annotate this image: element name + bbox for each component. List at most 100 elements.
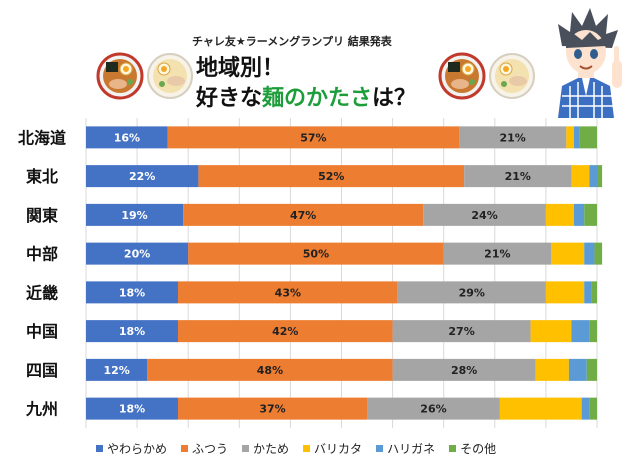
data-label: 50%: [303, 248, 329, 261]
data-label: 24%: [471, 209, 497, 222]
category-label: 中部: [26, 245, 58, 264]
category-label: 中国: [26, 322, 58, 341]
bar-segment: [589, 397, 597, 420]
legend-item: ふつう: [181, 440, 228, 456]
legend-label: やわらかめ: [107, 441, 168, 456]
bar-segment: [86, 203, 184, 226]
data-label: 29%: [459, 286, 485, 299]
category-label: 九州: [25, 400, 58, 419]
category-label: 北海道: [18, 128, 66, 147]
bar-segment: [551, 242, 585, 265]
bar-segment: [591, 281, 597, 304]
legend-label: ふつう: [192, 441, 229, 456]
data-label: 19%: [121, 209, 147, 222]
bar-segment: [183, 203, 424, 226]
bar-segment: [177, 320, 393, 343]
legend-swatch: [449, 444, 457, 452]
bar-segment: [530, 320, 572, 343]
chart-header: チャレ友★ラーメングランプリ 結果発表 地域別！ 好きな麺のかたさは？: [0, 0, 640, 118]
bar-segment: [177, 281, 398, 304]
data-label: 47%: [290, 209, 316, 222]
data-label: 43%: [275, 286, 301, 299]
data-label: 27%: [448, 325, 474, 338]
data-label: 42%: [272, 325, 298, 338]
legend-label: かため: [253, 441, 290, 456]
legend-item: かため: [242, 440, 289, 456]
mascot-character-icon: [558, 8, 622, 118]
ramen-bowl-shoyu-icon: [96, 52, 144, 100]
legend-label: その他: [460, 441, 497, 456]
data-label: 21%: [484, 248, 510, 261]
bar-segment: [545, 203, 575, 226]
bar-segment: [499, 397, 582, 420]
bar-segment: [367, 397, 500, 420]
bar-segment: [177, 397, 368, 420]
bar-segment: [198, 165, 465, 188]
data-label: 21%: [500, 131, 526, 144]
legend-item: バリカタ: [303, 440, 362, 456]
bar-segment: [397, 281, 546, 304]
category-label: 東北: [26, 167, 58, 186]
bar-segment: [581, 397, 590, 420]
data-label: 20%: [124, 248, 150, 261]
data-label: 22%: [129, 170, 155, 183]
legend-item: その他: [449, 440, 496, 456]
bar-segment: [574, 126, 580, 149]
data-label: 18%: [119, 403, 145, 416]
bar-segment: [568, 358, 587, 381]
data-label: 18%: [119, 286, 145, 299]
legend-swatch: [96, 444, 103, 452]
bar-segment: [392, 358, 536, 381]
data-label: 21%: [505, 170, 531, 183]
bar-segment: [86, 126, 168, 149]
bar-segment: [545, 281, 585, 304]
legend-item: ハリガネ: [376, 440, 435, 456]
data-label: 37%: [259, 403, 285, 416]
chart-title-line2: 好きな麺のかたさは？: [196, 80, 416, 112]
bar-segment: [464, 165, 572, 188]
bar-segment: [584, 242, 595, 265]
bar-segment: [597, 165, 603, 188]
bar-segment: [586, 358, 597, 381]
data-label: 18%: [119, 325, 145, 338]
data-label: 57%: [300, 131, 326, 144]
bar-segment: [443, 242, 552, 265]
data-label: 16%: [114, 131, 140, 144]
bar-segment: [571, 165, 590, 188]
bar-segment: [86, 358, 148, 381]
category-label: 関東: [26, 206, 58, 225]
chart-legend: やわらかめ ふつう かため バリカタ ハリガネ その他: [96, 440, 496, 456]
ramen-bowl-shio-icon: [147, 53, 193, 99]
bar-segment: [86, 165, 199, 188]
bar-segment: [535, 358, 569, 381]
bar-segment: [579, 126, 597, 149]
bar-segment: [188, 242, 444, 265]
data-label: 26%: [420, 403, 446, 416]
data-label: 28%: [451, 364, 477, 377]
chart-subtitle: チャレ友★ラーメングランプリ 結果発表: [192, 35, 392, 48]
legend-swatch: [181, 444, 189, 452]
chart-title-line1: 地域別！: [196, 56, 285, 81]
bar-segment: [167, 126, 460, 149]
bar-segment: [86, 281, 178, 304]
bar-segment: [147, 358, 393, 381]
bar-segment: [423, 203, 546, 226]
category-label: 近畿: [26, 283, 58, 302]
legend-swatch: [303, 444, 311, 452]
bar-segment: [589, 320, 597, 343]
bar-segment: [584, 203, 597, 226]
bar-segment: [392, 320, 531, 343]
ramen-bowl-shio-icon: [489, 53, 535, 99]
data-label: 52%: [318, 170, 344, 183]
legend-label: ハリガネ: [387, 441, 436, 456]
legend-item: やわらかめ: [96, 440, 167, 456]
bar-segment: [594, 242, 603, 265]
bar-segment: [86, 242, 189, 265]
title-highlight: 麺のかたさ: [262, 86, 373, 111]
category-label: 四国: [26, 361, 58, 380]
title-pre: 好きな: [196, 86, 263, 111]
legend-label: バリカタ: [314, 441, 363, 456]
bar-segment: [571, 320, 590, 343]
bar-segment: [574, 203, 585, 226]
